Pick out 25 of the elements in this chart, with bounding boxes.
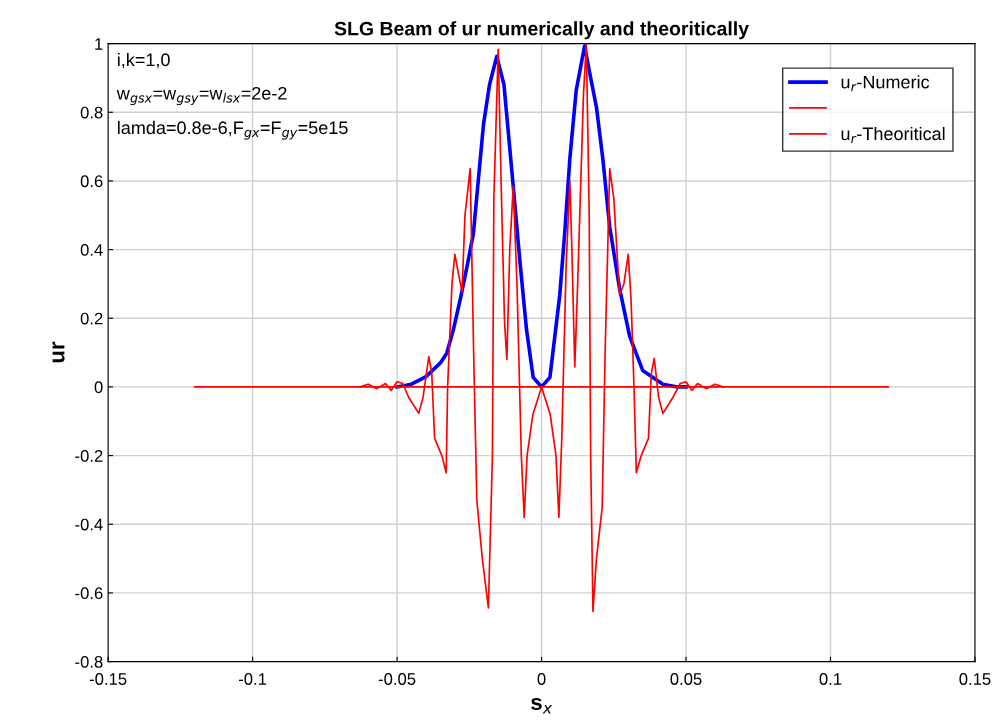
x-tick-label: -0.1 — [238, 673, 267, 685]
x-tick-label: 0.05 — [670, 673, 702, 685]
y-tick-label: -0.2 — [75, 449, 103, 462]
x-tick-label: 0.1 — [819, 673, 842, 685]
legend-label: u$_{r}$-Theoritical — [841, 126, 945, 143]
y-tick-label: 0 — [94, 381, 103, 394]
y-tick-label: -0.4 — [75, 518, 103, 531]
y-axis-title: ur — [52, 341, 65, 363]
y-tick-label: 0.2 — [80, 312, 103, 325]
y-tick-label: 0.4 — [80, 244, 103, 256]
chart-title: SLG Beam of ur numerically and theoritically — [334, 21, 749, 40]
x-tick-label: 0.15 — [959, 673, 991, 685]
y-tick-label: -0.6 — [75, 587, 103, 600]
x-tick-label: 0 — [537, 673, 546, 685]
annotation: i,k=1,0 — [117, 52, 170, 69]
legend-label: u$_{r}$-Numeric — [841, 75, 930, 92]
x-axis-title: s$_{x}$ — [531, 697, 553, 714]
y-tick-label: 0.8 — [80, 106, 103, 119]
y-tick-label: 1 — [95, 38, 103, 50]
x-tick-label: -0.05 — [378, 673, 416, 685]
annotation: w$_{gsx}$=w$_{gsy}$=w$_{lsx}$=2e-2 — [116, 86, 287, 106]
x-tick-label: -0.15 — [89, 673, 127, 685]
annotation: lamda=0.8e-6,F$_{gx}$=F$_{gy}$=5e15 — [117, 120, 348, 140]
y-tick-label: -0.8 — [75, 655, 103, 668]
y-tick-label: 0.6 — [80, 175, 103, 188]
